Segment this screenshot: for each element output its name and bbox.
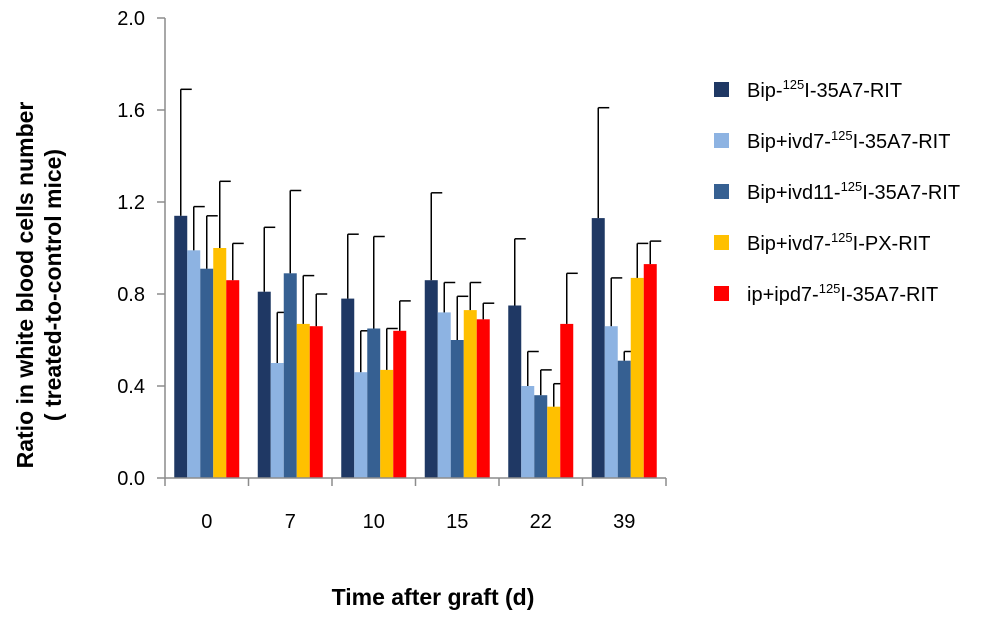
x-axis-title: Time after graft (d) <box>332 584 535 610</box>
bar <box>450 340 464 478</box>
legend-swatch <box>714 235 729 250</box>
x-tick-label: 22 <box>530 511 552 533</box>
bar <box>476 319 490 478</box>
bar <box>309 326 323 478</box>
bar <box>617 360 631 478</box>
bar <box>341 298 355 478</box>
bar <box>604 326 618 478</box>
bar <box>521 386 535 478</box>
legend-label: Bip+ivd11-125I-35A7-RIT <box>747 179 960 204</box>
y-tick-label: 0.0 <box>117 468 145 490</box>
x-tick-label: 39 <box>613 511 635 533</box>
x-tick-label: 0 <box>201 511 212 533</box>
legend: Bip-125I-35A7-RIT Bip+ivd7-125I-35A7-RIT B… <box>714 77 960 306</box>
legend-label: Bip+ivd7-125I-35A7-RIT <box>747 128 950 153</box>
bar <box>424 280 438 478</box>
bar <box>257 291 271 478</box>
x-tick-label: 10 <box>363 511 385 533</box>
x-tick-label: 15 <box>446 511 468 533</box>
bar <box>591 218 605 478</box>
bar <box>463 310 477 478</box>
legend-label: Bip+ivd7-125I-PX-RIT <box>747 230 930 255</box>
y-tick-label: 1.2 <box>117 192 145 214</box>
bar <box>547 406 561 478</box>
y-tick-label: 1.6 <box>117 100 145 122</box>
y-tick-label: 0.4 <box>117 376 145 398</box>
bar <box>380 369 394 478</box>
y-axis-title-line2: ( treated-to-control mice) <box>40 149 66 421</box>
bar <box>354 372 368 478</box>
bar <box>174 215 188 479</box>
y-tick-label: 0.8 <box>117 284 145 306</box>
legend-swatch <box>714 184 729 199</box>
bar <box>367 328 381 478</box>
bar <box>296 323 310 478</box>
bar <box>283 273 297 478</box>
bar <box>226 280 240 478</box>
bar <box>643 264 657 478</box>
bar <box>534 395 548 478</box>
y-tick-label: 2.0 <box>117 8 145 30</box>
bar <box>213 248 227 478</box>
legend-swatch <box>714 82 729 97</box>
bar <box>630 277 644 478</box>
bar <box>187 250 201 478</box>
legend-swatch <box>714 286 729 301</box>
bar <box>437 312 451 478</box>
bar <box>200 268 214 478</box>
x-tick-label: 7 <box>285 511 296 533</box>
bar <box>560 323 574 478</box>
legend-label: ip+ipd7-125I-35A7-RIT <box>747 281 938 306</box>
axes-layer: 0.0 0.4 0.8 1.2 1.6 2.0 0 7 10 15 22 39 <box>117 8 667 533</box>
bars-layer <box>174 88 662 479</box>
legend-swatch <box>714 133 729 148</box>
bar <box>270 363 284 478</box>
bar <box>508 305 522 478</box>
bar <box>393 330 407 478</box>
y-axis-title-line1: Ratio in white blood cells number <box>12 102 38 469</box>
legend-label: Bip-125I-35A7-RIT <box>747 77 902 102</box>
